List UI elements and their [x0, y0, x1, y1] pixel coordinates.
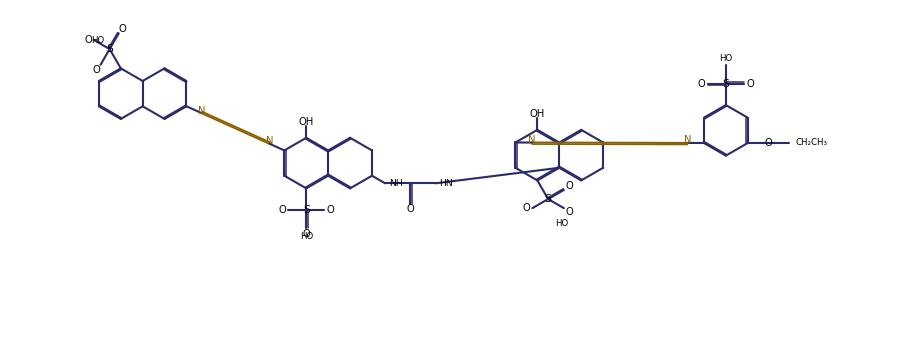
- Text: O: O: [327, 205, 334, 215]
- Text: O: O: [119, 24, 126, 34]
- Text: S: S: [303, 205, 309, 215]
- Text: N: N: [528, 135, 536, 145]
- Text: O: O: [746, 79, 754, 89]
- Text: O: O: [698, 79, 705, 89]
- Text: S: S: [544, 194, 552, 204]
- Text: HO: HO: [555, 219, 569, 228]
- Text: O: O: [566, 207, 574, 217]
- Text: O: O: [93, 65, 100, 75]
- Text: O: O: [406, 205, 414, 215]
- Text: OH: OH: [530, 109, 545, 119]
- Text: O: O: [84, 35, 92, 45]
- Text: CH₂CH₃: CH₂CH₃: [796, 138, 827, 148]
- Text: O: O: [278, 205, 286, 215]
- Text: OH: OH: [298, 117, 314, 127]
- Text: O: O: [522, 203, 530, 213]
- Text: O: O: [566, 181, 574, 191]
- Text: HO: HO: [719, 54, 732, 63]
- Text: O: O: [764, 138, 772, 148]
- Text: S: S: [106, 44, 113, 54]
- Text: HN: HN: [438, 179, 452, 188]
- Text: HO: HO: [91, 36, 104, 45]
- Text: N: N: [198, 106, 205, 116]
- Text: O: O: [302, 229, 310, 239]
- Text: NH: NH: [389, 179, 402, 188]
- Text: N: N: [683, 136, 692, 146]
- Text: HO: HO: [299, 231, 313, 240]
- Text: S: S: [722, 79, 729, 89]
- Text: N: N: [265, 136, 274, 146]
